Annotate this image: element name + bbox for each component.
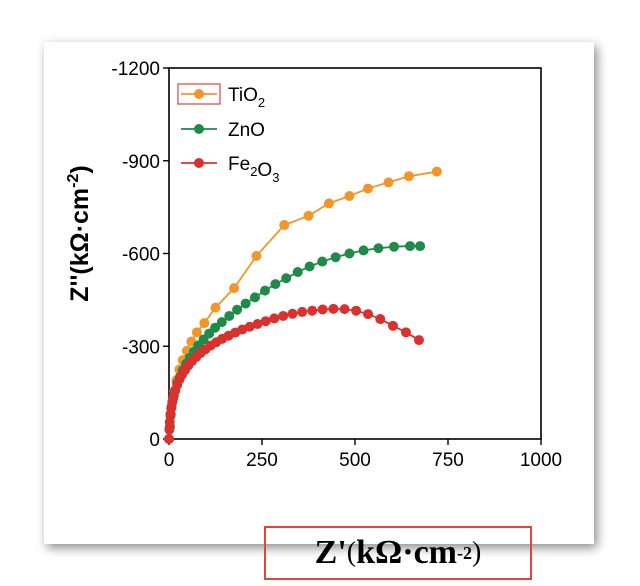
y-axis-label-text: Z''(kΩ·cm-2) [65,165,94,301]
data-point [251,250,262,261]
legend: TiO2 ZnO Fe2O3 [177,83,279,185]
axes: 0 250 500 750 1000 0 -300 -600 -900 -1200 [111,59,562,471]
y-tick-label: -600 [122,245,160,266]
data-point [405,241,416,252]
data-point [304,261,315,272]
data-point [240,298,251,309]
data-point [373,243,384,254]
data-point [216,317,227,328]
data-point [413,335,424,346]
x-tick-label: 500 [339,450,371,471]
data-point [328,303,339,314]
y-tick-label: -900 [122,152,160,173]
data-point [431,166,442,177]
data-point [191,327,202,338]
data-point [389,241,400,252]
legend-marker [194,89,204,99]
x-tick-label: 250 [246,450,278,471]
y-axis-label: Z''(kΩ·cm-2) [65,165,94,301]
y-tick-label: -1200 [111,59,160,80]
data-point [363,309,374,320]
data-point [383,177,394,188]
legend-label: TiO2 [228,85,265,110]
data-point [164,416,175,427]
data-point [415,241,426,252]
data-point [303,210,314,221]
series-zno [164,241,426,444]
legend-marker [194,158,204,168]
data-point [344,190,355,201]
data-point [387,320,398,331]
data-point [164,434,174,444]
y-tick-label: -300 [122,337,160,358]
data-point [249,292,260,303]
data-point [279,220,290,231]
series-layer [164,166,442,444]
data-point [199,318,210,329]
legend-entry-tio2: TiO2 [177,83,265,110]
x-label-main: Z' [314,534,347,571]
data-point [363,183,374,194]
data-point [281,273,292,284]
data-point [252,318,263,329]
data-point [269,313,280,324]
data-point [224,310,235,321]
data-point [317,304,328,315]
x-tick-label: 750 [432,450,464,471]
data-point [287,308,298,319]
data-point [270,279,281,290]
series-tio2 [164,166,442,444]
data-point [278,310,289,321]
plot-border [168,67,542,440]
series-fe2o3 [164,303,424,444]
legend-entry-fe2o3: Fe2O3 [181,154,279,185]
data-point [292,267,303,278]
data-point [260,316,271,327]
legend-highlight-box [177,83,221,105]
chart-plot: 0 250 500 750 1000 0 -300 -600 -900 -1200 TiO2 ZnO… [65,59,562,471]
data-point [400,327,411,338]
data-point [232,304,243,315]
series-line [168,170,437,440]
chart-frame: 0 250 500 750 1000 0 -300 -600 -900 -1200 TiO2 ZnO… [44,42,594,580]
data-point [344,248,355,259]
y-tick-label: 0 [149,430,160,451]
data-point [210,302,221,313]
legend-label: ZnO [228,120,265,141]
x-axis-label: Z'(kΩ·cm -2) [264,526,532,580]
data-point [244,321,255,332]
data-point [210,322,221,333]
data-point [307,305,318,316]
data-point [358,245,369,256]
data-point [403,171,414,182]
legend-label: Fe2O3 [228,154,279,185]
data-point [297,306,308,317]
x-tick-label: 1000 [520,450,562,471]
data-point [164,424,175,435]
legend-entry-zno: ZnO [181,120,265,141]
series-line [168,307,420,440]
legend-marker [194,124,204,134]
data-point [330,252,341,263]
data-point [323,198,334,209]
data-point [375,314,386,325]
data-point [339,304,350,315]
data-point [229,283,240,294]
data-point [351,305,362,316]
data-point [317,256,328,267]
data-point [259,285,270,296]
x-tick-label: 0 [164,450,175,471]
